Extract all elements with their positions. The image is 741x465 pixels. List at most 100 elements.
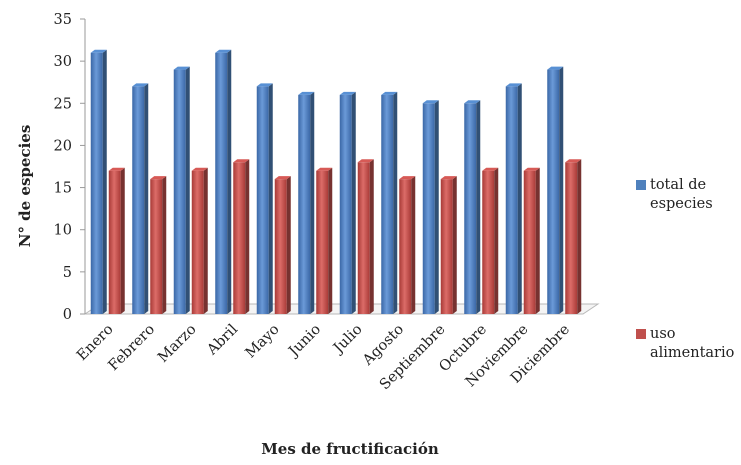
bar-uso-alimentario bbox=[316, 167, 333, 314]
bar-top bbox=[173, 66, 190, 70]
bar-side bbox=[245, 159, 250, 314]
bar-side bbox=[517, 83, 522, 314]
bar-uso-alimentario bbox=[565, 159, 582, 314]
bar-front bbox=[482, 170, 495, 314]
bar-top bbox=[440, 176, 457, 180]
bar-side bbox=[144, 83, 149, 314]
bar-side bbox=[494, 167, 499, 314]
x-axis-title: Mes de fructificación bbox=[261, 440, 439, 458]
bar-top bbox=[132, 83, 149, 87]
legend-swatch-blue bbox=[636, 180, 646, 190]
bar-side bbox=[351, 91, 356, 314]
legend-label: uso alimentario bbox=[650, 326, 735, 361]
bar-front bbox=[132, 86, 145, 314]
bar-top bbox=[256, 83, 273, 87]
bar-uso-alimentario bbox=[274, 176, 291, 314]
bar-top bbox=[150, 176, 167, 180]
bar-total-especies bbox=[256, 83, 273, 314]
y-tick-label: 20 bbox=[54, 138, 72, 154]
bar-front bbox=[505, 86, 518, 314]
bar-top bbox=[399, 176, 416, 180]
bar-uso-alimentario bbox=[399, 176, 416, 314]
y-axis-title: N° de especies bbox=[16, 125, 34, 248]
bar-total-especies bbox=[132, 83, 149, 314]
bar-side bbox=[328, 167, 333, 314]
bar-total-especies bbox=[547, 66, 564, 314]
bar-total-especies bbox=[298, 91, 315, 314]
bar-top bbox=[274, 176, 291, 180]
bar-uso-alimentario bbox=[191, 167, 208, 314]
bar-front bbox=[464, 103, 477, 315]
y-tick-label: 0 bbox=[63, 307, 72, 323]
bar-side bbox=[452, 176, 457, 314]
bar-side bbox=[185, 66, 190, 314]
bar-front bbox=[565, 162, 578, 314]
x-tick-label: Mayo bbox=[243, 322, 283, 362]
bar-front bbox=[547, 69, 560, 314]
bar-front bbox=[422, 103, 435, 315]
bar-side bbox=[162, 176, 167, 314]
bars bbox=[90, 49, 582, 315]
bar-top bbox=[233, 159, 250, 163]
bar-front bbox=[316, 170, 329, 314]
bar-uso-alimentario bbox=[357, 159, 374, 314]
bar-side bbox=[203, 167, 208, 314]
bar-uso-alimentario bbox=[150, 176, 167, 314]
y-tick-label: 30 bbox=[54, 54, 72, 70]
x-tick-label: Marzo bbox=[155, 322, 199, 366]
bar-side bbox=[120, 167, 125, 314]
y-tick-label: 35 bbox=[54, 12, 72, 28]
bar-total-especies bbox=[422, 100, 439, 315]
bar-uso-alimentario bbox=[482, 167, 499, 314]
bar-total-especies bbox=[339, 91, 356, 314]
bar-side bbox=[393, 91, 398, 314]
bar-top bbox=[547, 66, 564, 70]
bar-side bbox=[559, 66, 564, 314]
bar-front bbox=[523, 170, 536, 314]
bar-front bbox=[440, 179, 453, 314]
bar-uso-alimentario bbox=[523, 167, 540, 314]
bar-side bbox=[535, 167, 540, 314]
legend-swatch-red bbox=[636, 329, 646, 339]
bar-side bbox=[227, 49, 232, 314]
bar-uso-alimentario bbox=[233, 159, 250, 314]
legend-label: total de especies bbox=[650, 177, 713, 212]
bar-front bbox=[90, 52, 103, 314]
bar-front bbox=[357, 162, 370, 314]
bar-top bbox=[565, 159, 582, 163]
bar-top bbox=[523, 167, 540, 171]
x-tick-label: Junio bbox=[285, 322, 324, 361]
bar-front bbox=[233, 162, 246, 314]
bar-side bbox=[434, 100, 439, 315]
bar-total-especies bbox=[173, 66, 190, 314]
bar-top bbox=[90, 49, 107, 53]
bar-side bbox=[310, 91, 315, 314]
bar-total-especies bbox=[505, 83, 522, 314]
bar-front bbox=[298, 94, 311, 314]
bar-top bbox=[464, 100, 481, 104]
y-tick-label: 10 bbox=[54, 223, 72, 239]
bar-top bbox=[191, 167, 208, 171]
bar-total-especies bbox=[464, 100, 481, 315]
x-tick-label: Abril bbox=[204, 321, 242, 359]
bar-top bbox=[316, 167, 333, 171]
bar-top bbox=[215, 49, 232, 53]
bar-total-especies bbox=[215, 49, 232, 314]
bar-top bbox=[357, 159, 374, 163]
bar-side bbox=[411, 176, 416, 314]
x-tick-label: Julio bbox=[329, 322, 365, 358]
bar-front bbox=[150, 179, 163, 314]
bar-top bbox=[108, 167, 125, 171]
bar-side bbox=[286, 176, 291, 314]
bar-top bbox=[505, 83, 522, 87]
bar-front bbox=[256, 86, 269, 314]
bar-front bbox=[173, 69, 186, 314]
bar-top bbox=[482, 167, 499, 171]
bar-total-especies bbox=[381, 91, 398, 314]
y-tick-label: 5 bbox=[63, 265, 72, 281]
bar-side bbox=[268, 83, 273, 314]
bar-top bbox=[339, 91, 356, 95]
y-tick-label: 15 bbox=[54, 181, 72, 197]
